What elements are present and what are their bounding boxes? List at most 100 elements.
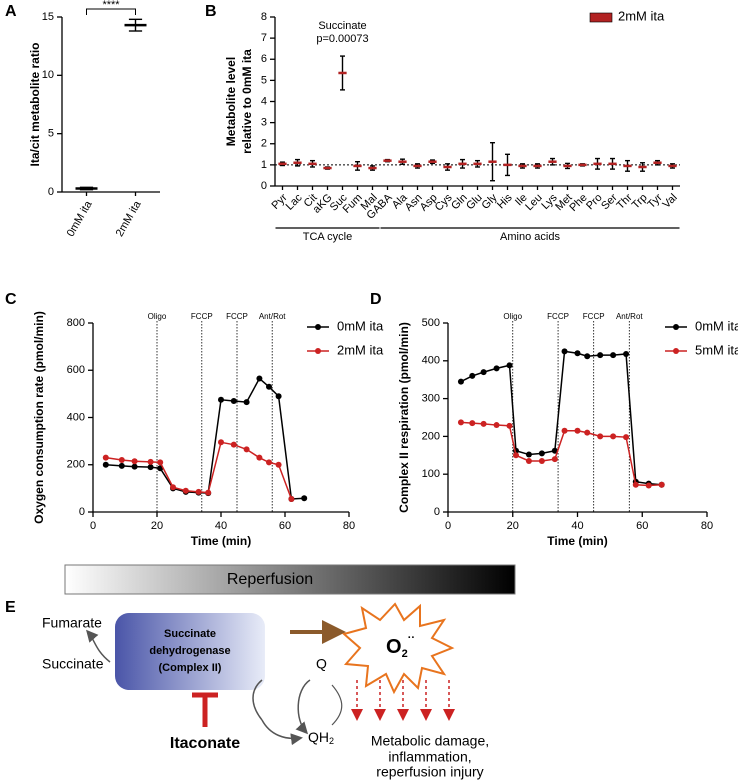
- phase-label: Reperfusion: [227, 571, 313, 588]
- event-label: Ant/Rot: [616, 312, 643, 321]
- point: [275, 393, 282, 400]
- point: [469, 372, 476, 379]
- x-tick-label: 20: [151, 520, 163, 532]
- point: [538, 457, 545, 464]
- point: [574, 350, 581, 357]
- legend-label: 2mM ita: [337, 342, 384, 357]
- inhibitor: Itaconate: [170, 735, 240, 752]
- point: [623, 350, 630, 357]
- y-tick-label: 2: [261, 138, 267, 150]
- fumarate: Fumarate: [42, 615, 102, 631]
- legend-label: 2mM ita: [618, 8, 665, 23]
- point: [584, 429, 591, 436]
- event-label: Oligo: [503, 312, 522, 321]
- x-tick-label: 40: [215, 520, 227, 532]
- point: [551, 456, 558, 463]
- y-tick-label: 10: [42, 69, 54, 81]
- enzyme-label: dehydrogenase: [149, 645, 230, 657]
- point: [493, 365, 500, 372]
- point: [457, 419, 464, 426]
- qh2: QH2: [308, 729, 334, 747]
- ros-base: O: [386, 636, 402, 658]
- y-tick-label: 7: [261, 32, 267, 44]
- starburst: [341, 602, 455, 695]
- ros-sup: ··: [408, 632, 415, 644]
- y-tick-label: 5: [261, 74, 267, 86]
- x-tick-label: 0: [445, 520, 451, 532]
- point: [131, 458, 138, 465]
- y-tick-label: 0: [434, 506, 440, 518]
- y-tick-label: 4: [261, 95, 267, 107]
- point: [256, 375, 263, 382]
- x-tick-label: 80: [343, 520, 355, 532]
- point: [170, 484, 176, 491]
- y-tick-label: 5: [48, 128, 54, 140]
- legend-label: 0mM ita: [695, 318, 738, 333]
- point: [266, 459, 272, 466]
- point: [118, 462, 125, 469]
- y-tick-label: 600: [67, 364, 85, 376]
- panel-letter: D: [370, 291, 382, 308]
- x-axis-label: Time (min): [191, 534, 251, 548]
- legend-marker: [315, 348, 321, 354]
- outcome: Metabolic damage,: [371, 733, 489, 749]
- event-label: FCCP: [547, 312, 569, 321]
- point: [457, 378, 464, 385]
- y-tick-label: 3: [261, 117, 267, 129]
- point: [230, 397, 237, 404]
- point: [506, 362, 513, 369]
- superoxide: O2··: [386, 632, 415, 660]
- enzyme-box: [115, 613, 265, 690]
- point: [480, 369, 487, 376]
- x-tick-label: 60: [279, 520, 291, 532]
- y-tick-label: 6: [261, 53, 267, 65]
- x-tick-label: 80: [701, 520, 713, 532]
- x-tick-label: 60: [636, 520, 648, 532]
- event-label: FCCP: [583, 312, 605, 321]
- y-tick-label: 500: [422, 317, 440, 329]
- x-tick-label: 0mM ita: [65, 198, 95, 239]
- annotation: Succinate: [318, 20, 366, 32]
- significance-bracket: [86, 8, 136, 15]
- y-tick-label: 800: [67, 317, 85, 329]
- enzyme-label: (Complex II): [159, 662, 222, 674]
- point: [147, 458, 154, 465]
- point: [561, 348, 568, 355]
- y-tick-label: 300: [422, 393, 440, 405]
- x-tick-label: 0: [90, 520, 96, 532]
- point: [131, 463, 138, 470]
- y-axis-label: Oxygen consumption rate (pmol/min): [32, 311, 46, 524]
- y-tick-label: 15: [42, 11, 54, 23]
- x-tick-label: 20: [507, 520, 519, 532]
- legend-marker: [673, 348, 679, 354]
- legend-marker: [315, 324, 321, 330]
- point: [157, 459, 164, 466]
- panel-letter: A: [5, 3, 17, 20]
- arrow: [261, 719, 303, 746]
- point: [243, 446, 250, 453]
- point: [102, 454, 109, 461]
- x-tick-label: 40: [571, 520, 583, 532]
- y-tick-label: 100: [422, 468, 440, 480]
- ros-sub: 2: [402, 648, 408, 660]
- point: [256, 454, 263, 461]
- legend-label: 5mM ita: [695, 342, 738, 357]
- significance-label: ****: [102, 0, 120, 11]
- point: [493, 422, 500, 429]
- arrow: [295, 679, 311, 735]
- y-axis-label: Complex II respiration (pmol/min): [397, 322, 411, 513]
- point: [102, 461, 109, 468]
- legend-swatch: [589, 12, 613, 23]
- point: [597, 352, 604, 359]
- point: [610, 352, 617, 359]
- y-tick-label: 200: [422, 430, 440, 442]
- succinate: Succinate: [42, 656, 104, 672]
- y-tick-label: 0: [48, 186, 54, 198]
- qh2-sub: 2: [329, 736, 334, 746]
- legend-marker: [673, 324, 679, 330]
- point: [658, 481, 665, 488]
- point: [266, 383, 272, 390]
- x-tick-label: Val: [661, 192, 680, 211]
